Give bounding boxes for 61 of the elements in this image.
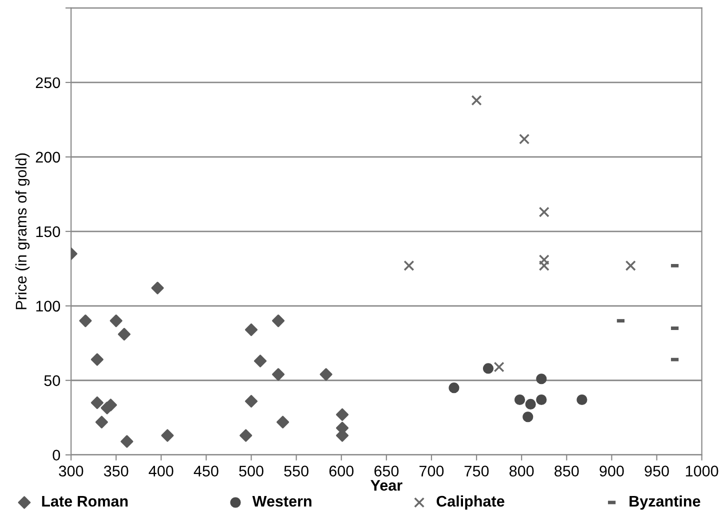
- point: [110, 314, 122, 328]
- y-axis-title: Price (in grams of gold): [15, 153, 30, 310]
- point: [244, 323, 258, 336]
- point: [448, 382, 460, 394]
- legend-label: Western: [252, 496, 312, 507]
- point: [240, 429, 252, 442]
- point: [536, 374, 547, 384]
- y-tick-label: 0: [52, 450, 60, 461]
- point: [404, 260, 414, 271]
- point: [538, 206, 550, 218]
- x-tick-label: 650: [374, 466, 399, 476]
- legend-label: Late Roman: [42, 496, 128, 507]
- point: [320, 368, 332, 381]
- point: [79, 314, 92, 328]
- y-tick-label: 150: [36, 226, 60, 238]
- point: [514, 394, 526, 406]
- point: [576, 394, 588, 406]
- point: [276, 416, 290, 428]
- point: [272, 368, 285, 381]
- point: [522, 412, 534, 422]
- x-tick-label: 700: [420, 466, 444, 476]
- x-tick-label: 1000: [686, 466, 718, 476]
- point: [625, 260, 636, 271]
- point: [90, 396, 104, 410]
- x-tick-label: 500: [239, 466, 264, 476]
- x-tick-label: 800: [510, 466, 534, 476]
- point: [151, 282, 164, 294]
- point: [336, 408, 349, 421]
- x-tick-label: 900: [600, 466, 624, 476]
- point: [536, 394, 547, 406]
- x-tick-label: 600: [329, 466, 354, 476]
- x-tick-label: 400: [148, 466, 174, 476]
- x-tick-label: 300: [58, 466, 84, 476]
- y-tick-label: 250: [36, 77, 60, 88]
- point: [518, 134, 530, 144]
- x-tick-label: 850: [554, 466, 579, 476]
- x-tick-label: 350: [104, 466, 128, 476]
- legend-label: Byzantine: [630, 495, 700, 510]
- point: [525, 398, 536, 410]
- y-tick-label: 50: [44, 375, 60, 386]
- x-axis-title: Year: [370, 480, 402, 491]
- legend-label: Caliphate: [436, 495, 504, 510]
- y-tick-label: 200: [36, 152, 60, 163]
- point: [244, 394, 258, 408]
- point: [254, 354, 267, 368]
- x-tick-label: 950: [644, 466, 669, 476]
- point: [120, 435, 134, 448]
- point: [272, 314, 285, 328]
- point: [118, 328, 130, 340]
- x-tick-label: 750: [464, 466, 489, 476]
- point: [494, 362, 504, 372]
- point: [471, 95, 482, 106]
- y-tick-label: 100: [36, 300, 60, 312]
- point: [90, 353, 104, 366]
- point: [482, 363, 494, 374]
- x-tick-label: 450: [194, 466, 218, 476]
- point: [538, 254, 550, 266]
- point: [538, 260, 550, 271]
- x-tick-label: 550: [284, 466, 308, 476]
- point: [95, 416, 108, 428]
- point: [161, 429, 174, 442]
